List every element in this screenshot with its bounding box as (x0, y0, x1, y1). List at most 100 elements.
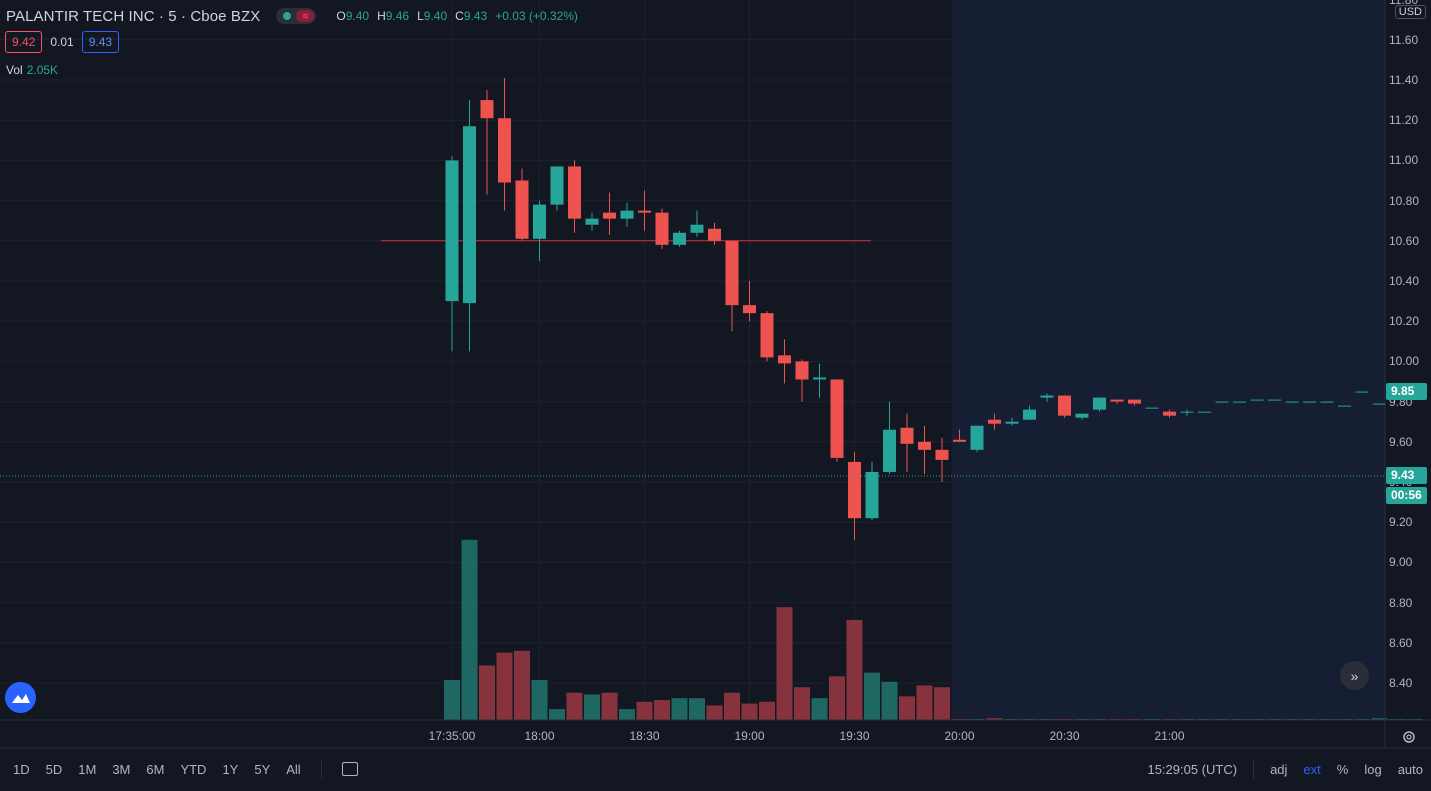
currency-label[interactable]: USD (1394, 5, 1426, 19)
candle-body (900, 427, 914, 444)
range-button-5d[interactable]: 5D (45, 761, 63, 777)
price-tick-label: 11.80 (1389, 0, 1421, 7)
candle (638, 190, 651, 231)
divider (1253, 759, 1255, 779)
bid-button[interactable]: 9.42 (5, 31, 43, 53)
candle (1268, 399, 1281, 401)
volume-bar (636, 701, 653, 720)
tradingview-logo-icon[interactable] (5, 682, 36, 713)
candle (953, 429, 966, 442)
scroll-to-latest-icon[interactable]: » (1340, 661, 1369, 690)
volume-bar (864, 672, 880, 720)
volume-bar (531, 679, 548, 720)
log-toggle[interactable]: log (1364, 761, 1382, 777)
percent-toggle[interactable]: % (1336, 761, 1349, 777)
candle-body (1058, 395, 1071, 416)
candle-body (830, 379, 844, 458)
range-button-3m[interactable]: 3M (112, 761, 131, 777)
candle-body (1093, 397, 1106, 410)
chart-header: PALANTIR TECH INC · 5 · Cboe BZX ≋ O9.40… (6, 6, 578, 26)
volume-bar (916, 685, 933, 720)
candle-body (585, 218, 599, 225)
candle-body (1040, 395, 1054, 398)
volume-bar (601, 692, 618, 720)
candle (1005, 417, 1019, 426)
candle-body (1268, 399, 1281, 401)
candle-body (638, 210, 651, 213)
high-key: H (377, 9, 386, 23)
range-button-5y[interactable]: 5Y (254, 761, 271, 777)
visibility-toggle[interactable]: ≋ (276, 8, 317, 24)
candle-body (953, 439, 966, 442)
adj-toggle[interactable]: adj (1270, 761, 1288, 777)
volume-bar (794, 687, 810, 720)
candle-body (1233, 401, 1246, 403)
candle-body (1023, 409, 1036, 420)
price-tick-label: 9.60 (1389, 434, 1413, 449)
price-tick-label: 11.00 (1389, 153, 1419, 168)
open-key: O (336, 9, 346, 23)
candle (900, 413, 914, 472)
volume-bar (986, 718, 1003, 720)
candle-body (760, 313, 774, 358)
auto-toggle[interactable]: auto (1397, 761, 1423, 777)
range-button-6m[interactable]: 6M (146, 761, 165, 777)
candle (830, 379, 844, 462)
symbol-title[interactable]: PALANTIR TECH INC · 5 · Cboe BZX (6, 7, 261, 25)
volume-bar (934, 687, 950, 720)
candle-body (568, 166, 581, 219)
spread-value: 0.01 (50, 35, 74, 49)
price-tick-label: 10.60 (1389, 233, 1420, 248)
range-button-ytd[interactable]: YTD (180, 761, 207, 777)
volume-label[interactable]: Vol (6, 63, 23, 77)
candle-body (445, 160, 459, 302)
volume-bar (881, 681, 898, 720)
candle (725, 240, 739, 332)
last-price-tag: 9.43 (1386, 467, 1427, 485)
gear-icon[interactable] (1401, 729, 1417, 745)
candle (620, 202, 634, 227)
candle (1355, 391, 1369, 393)
candle (1373, 403, 1386, 405)
change-value: +0.03 (+0.32%) (495, 9, 578, 23)
candle-body (1250, 399, 1264, 401)
ask-button[interactable]: 9.43 (81, 31, 120, 53)
range-button-1y[interactable]: 1Y (222, 761, 239, 777)
candle (970, 425, 984, 452)
volume-bar (706, 705, 723, 720)
candle (515, 168, 529, 241)
candle (550, 166, 564, 211)
volume-bar (846, 619, 863, 720)
volume-bar (689, 698, 705, 720)
volume-bar (759, 701, 775, 720)
candle (690, 210, 704, 237)
candle-body (673, 232, 686, 245)
range-button-all[interactable]: All (286, 761, 301, 777)
range-button-1d[interactable]: 1D (13, 761, 30, 777)
candle-body (988, 419, 1001, 424)
close-key: C (455, 9, 464, 23)
candle-body (1320, 401, 1334, 403)
candle-body (1075, 413, 1089, 418)
candle-body (620, 210, 634, 219)
candle (585, 212, 599, 231)
candle (1075, 413, 1089, 420)
volume-bar (776, 607, 793, 720)
time-tick-label: 19:00 (734, 729, 765, 743)
ext-toggle[interactable]: ext (1303, 761, 1321, 777)
bottom-toolbar: 1D 5D 1M 3M 6M YTD 1Y 5Y All 15:29:05 (UTC) adj … (0, 751, 1431, 787)
volume-bar (461, 539, 478, 720)
candle-body (603, 212, 616, 219)
candle (708, 222, 721, 245)
candle-body (725, 240, 739, 306)
candle-body (813, 377, 826, 380)
range-button-1m[interactable]: 1M (78, 761, 97, 777)
calendar-icon[interactable] (341, 762, 358, 776)
close-value: 9.43 (463, 9, 488, 23)
volume-bar (619, 709, 635, 720)
time-display[interactable]: 15:29:05 (UTC) (1147, 761, 1238, 777)
volume-legend: Vol 2.05K (6, 63, 58, 77)
time-tick-label: 21:00 (1154, 729, 1185, 743)
volume-bar (671, 698, 688, 720)
